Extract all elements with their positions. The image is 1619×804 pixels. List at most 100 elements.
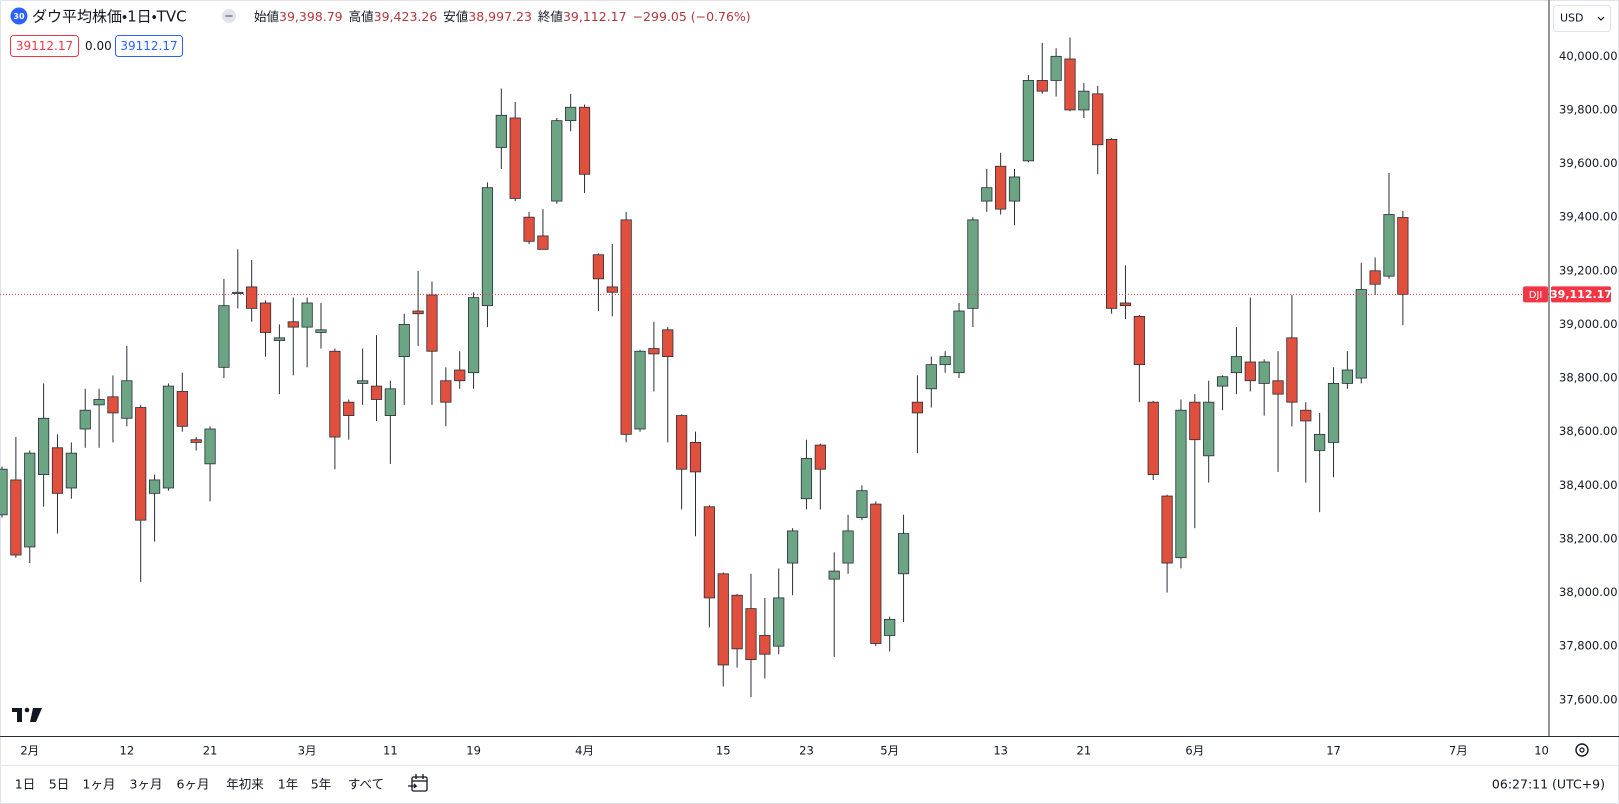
candle-body: [745, 608, 757, 660]
ohlc-value: 39,398.79: [279, 9, 343, 24]
range-button[interactable]: 1ヶ月: [83, 777, 116, 792]
date-range-button[interactable]: [408, 774, 428, 792]
candle-body: [1175, 409, 1187, 559]
input-box[interactable]: [10, 35, 79, 57]
candle-body: [1203, 401, 1215, 457]
candle-body: [967, 219, 979, 309]
candle-body: [773, 597, 785, 647]
candle-body: [884, 618, 896, 636]
candle-body: [481, 187, 494, 307]
x-tick-label: 21: [203, 744, 218, 758]
currency-select[interactable]: [1553, 5, 1611, 32]
candle-body: [370, 385, 383, 400]
ohlc-value: 38,997.23: [468, 9, 532, 24]
candle-body: [925, 364, 937, 390]
x-tick-label: 4月: [575, 744, 594, 758]
candle-body: [1314, 433, 1326, 451]
input-box[interactable]: [115, 35, 183, 57]
candle-body: [148, 479, 161, 494]
candle-body: [842, 530, 854, 564]
plot-area: [0, 37, 1549, 698]
range-button[interactable]: 1日: [15, 777, 35, 792]
last-price-symbol: DJI: [1529, 290, 1543, 301]
candle-body: [412, 310, 424, 315]
candle-body: [565, 106, 577, 122]
dropdown-arrow: [1597, 16, 1605, 21]
candle-body: [1133, 315, 1145, 366]
candle-body: [1244, 361, 1256, 382]
candle-body: [995, 165, 1007, 210]
y-tick-label: 39,200.00: [1559, 263, 1618, 277]
candle-body: [259, 302, 272, 333]
candle-body: [1078, 90, 1090, 111]
range-button[interactable]: 1年: [278, 777, 298, 792]
last-price-box: [1551, 286, 1611, 303]
candle-body: [870, 503, 882, 644]
candle-body: [1092, 93, 1104, 146]
y-tick-label: 39,800.00: [1559, 102, 1618, 116]
logo: [12, 707, 42, 722]
candle-body: [93, 399, 105, 406]
candle-body: [689, 442, 702, 473]
candle-body: [440, 380, 452, 403]
symbol-title[interactable]: ダウ平均株価・1日・TVC: [32, 8, 187, 26]
calendar-icon: [411, 776, 428, 792]
candle-body: [1022, 80, 1034, 162]
x-tick-label: 13: [993, 744, 1008, 758]
candle-body: [10, 479, 22, 556]
candle-body: [939, 356, 951, 366]
candle-body: [315, 329, 327, 333]
x-tick-label: 23: [799, 744, 814, 758]
candle-body: [1106, 139, 1118, 309]
settings-button[interactable]: [1575, 743, 1589, 757]
candle-body: [287, 321, 299, 328]
candle-body: [204, 428, 216, 465]
candle-body: [0, 468, 8, 516]
candle-body: [1008, 176, 1021, 202]
candle-body: [1272, 380, 1284, 395]
candle-body: [79, 409, 91, 430]
candle-body: [1050, 55, 1062, 81]
candle-body: [634, 350, 646, 430]
range-button[interactable]: 6ヶ月: [177, 777, 210, 792]
candle-body: [981, 187, 993, 202]
range-button[interactable]: 年初来: [226, 777, 264, 792]
candle-body: [24, 452, 36, 548]
y-tick-label: 38,600.00: [1559, 424, 1618, 438]
symbol-badge: [10, 7, 28, 25]
settings-icon: [1579, 747, 1585, 753]
price-change: −299.05 (−0.76%): [633, 9, 751, 24]
range-button[interactable]: 5日: [49, 777, 69, 792]
y-tick-label: 38,200.00: [1559, 531, 1618, 545]
clock: 06:27:11 (UTC+9): [1492, 777, 1605, 792]
candle-body: [662, 329, 674, 358]
ohlc-values: 始値39,398.79 高値39,423.26 安値38,997.23 終値39,11…: [254, 9, 751, 24]
range-button[interactable]: すべて: [348, 777, 384, 792]
candle-body: [1064, 58, 1076, 111]
input-value: 39112.17: [120, 39, 177, 53]
ohlc-label: 高値: [349, 9, 374, 24]
candle-body: [537, 235, 549, 250]
candle-body: [1230, 356, 1243, 374]
candle-body: [551, 120, 563, 202]
range-button[interactable]: 3ヶ月: [130, 777, 163, 792]
candle-body: [523, 216, 535, 242]
input-value: 39112.17: [16, 39, 73, 53]
input-value: 0.00: [85, 39, 112, 53]
candle-body: [676, 415, 688, 470]
x-tick-label: 5月: [880, 744, 899, 758]
candle-body: [911, 401, 924, 414]
candle-body: [1300, 409, 1312, 422]
candle-body: [786, 530, 799, 564]
ohlc-value: 39,112.17: [563, 9, 627, 24]
candle-body: [1355, 289, 1367, 379]
range-button[interactable]: 5年: [311, 777, 331, 792]
candle-body: [1258, 361, 1270, 384]
candle-body: [648, 348, 660, 355]
candle-body: [454, 369, 466, 382]
candle-body: [1216, 376, 1229, 387]
candle-body: [1189, 401, 1201, 441]
